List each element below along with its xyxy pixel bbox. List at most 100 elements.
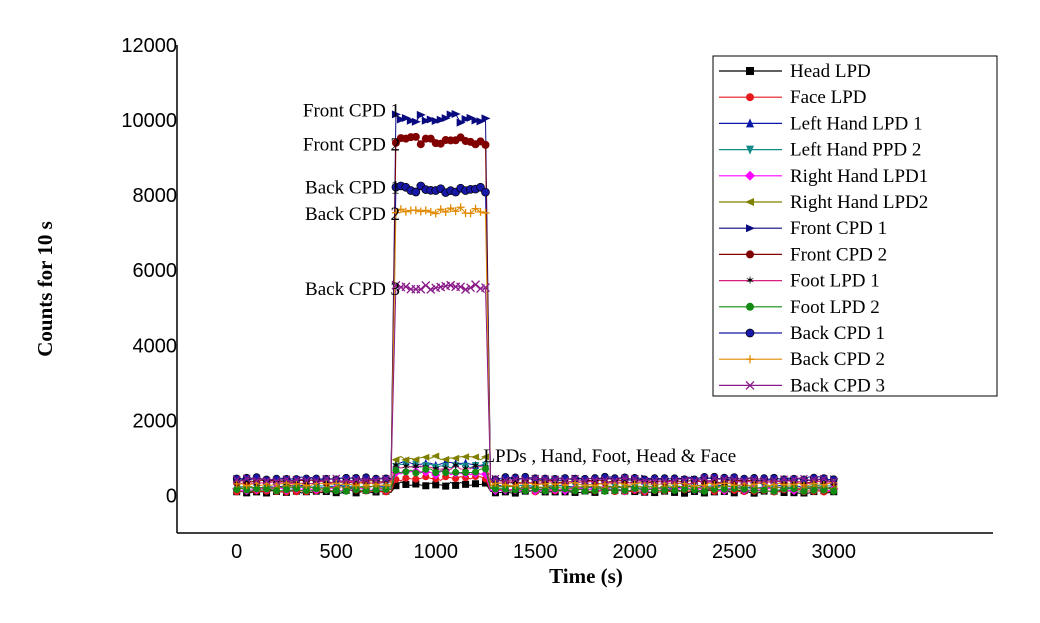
legend-marker — [745, 328, 755, 338]
data-point — [551, 480, 559, 488]
data-point — [412, 475, 420, 483]
y-tick-label: 6000 — [133, 260, 178, 282]
legend-marker — [745, 170, 755, 181]
data-point — [466, 209, 475, 218]
data-point — [621, 487, 629, 495]
data-point — [372, 486, 380, 494]
data-point — [581, 481, 589, 489]
data-point — [601, 480, 609, 488]
data-point — [541, 487, 549, 495]
data-point — [700, 487, 708, 495]
data-point — [501, 481, 509, 489]
data-point: ✶ — [411, 459, 421, 473]
data-point — [476, 117, 486, 126]
data-point — [581, 476, 589, 485]
data-point — [411, 456, 420, 464]
data-point — [456, 203, 465, 212]
data-point — [451, 454, 460, 462]
data-point — [491, 479, 499, 487]
data-point — [710, 481, 718, 489]
data-point — [422, 465, 430, 473]
data-point — [432, 463, 440, 472]
data-point — [810, 479, 818, 487]
data-point — [332, 474, 341, 483]
legend-label: Foot LPD 2 — [790, 297, 880, 318]
data-point — [571, 479, 579, 487]
legend-label: Right Hand LPD1 — [790, 166, 928, 187]
data-point — [480, 453, 489, 461]
data-point — [660, 476, 669, 485]
data-point — [466, 113, 476, 122]
data-point — [382, 474, 390, 483]
tick-labels: 0 500 1000 1500 2000 2500 3000 0 2000 4000 6000 800… — [121, 35, 856, 563]
data-point — [411, 132, 420, 141]
data-point — [809, 475, 818, 484]
data-point — [243, 482, 251, 490]
data-point — [551, 475, 560, 484]
data-point — [432, 481, 440, 489]
series-back-cpd-3 — [232, 280, 838, 486]
legend-label: Head LPD — [790, 61, 871, 82]
plot-lines: ✶✶✶✶✶✶✶✶✶✶✶✶✶✶✶✶✶✶✶✶✶✶✶✶✶✶✶✶✶✶✶✶✶✶✶✶✶✶✶✶… — [232, 109, 839, 497]
data-point — [750, 475, 759, 484]
data-point — [252, 476, 261, 485]
legend-box — [712, 55, 998, 397]
data-point — [571, 474, 580, 483]
data-point — [243, 486, 251, 494]
data-point — [820, 486, 828, 494]
data-point — [452, 468, 460, 476]
annotations: Front CPD 1 Front CPD 2 Back CPD 1 Back CPD… — [303, 101, 736, 467]
data-point — [631, 485, 639, 493]
data-point — [456, 118, 466, 127]
data-point — [302, 476, 311, 485]
data-point — [720, 474, 729, 483]
data-point — [830, 487, 838, 495]
legend-marker — [746, 224, 755, 233]
data-point — [436, 115, 446, 124]
x-tick-label: 2500 — [712, 541, 757, 563]
data-point — [422, 473, 430, 481]
data-point — [233, 486, 241, 494]
data-point — [521, 480, 529, 488]
data-point — [681, 485, 689, 493]
data-point — [421, 453, 430, 461]
x-tick-label: 3000 — [812, 541, 857, 563]
data-point — [611, 487, 619, 495]
legend-marker — [746, 67, 754, 75]
data-point — [481, 465, 489, 473]
data-point — [421, 206, 430, 215]
data-point — [780, 485, 788, 493]
data-point — [421, 280, 431, 290]
y-tick-label: 12000 — [121, 35, 177, 57]
data-point — [651, 486, 659, 494]
data-point — [282, 486, 290, 494]
data-point — [402, 468, 410, 476]
data-point — [531, 481, 539, 489]
data-point — [491, 485, 499, 493]
x-axis-label: Time (s) — [549, 564, 623, 588]
data-point — [422, 482, 430, 490]
data-point — [451, 207, 460, 216]
y-tick-label: 0 — [166, 485, 177, 507]
data-point — [401, 456, 410, 464]
legend-label: Back CPD 1 — [790, 323, 885, 344]
data-point — [456, 282, 466, 292]
data-point — [431, 209, 440, 218]
data-point — [322, 486, 330, 494]
data-point — [760, 486, 768, 494]
data-point — [446, 110, 456, 119]
data-point — [362, 482, 370, 490]
data-point — [511, 475, 520, 484]
data-point — [416, 110, 426, 119]
data-point — [442, 468, 450, 476]
x-tick-label: 0 — [231, 541, 242, 563]
data-point — [501, 485, 509, 493]
data-point — [263, 485, 271, 493]
data-point — [680, 476, 689, 485]
data-point — [720, 479, 728, 487]
data-point — [591, 481, 599, 489]
legend-label: Back CPD 3 — [790, 375, 885, 396]
data-point — [402, 474, 410, 482]
legend-label: Face LPD — [790, 87, 867, 108]
data-point — [342, 476, 351, 485]
